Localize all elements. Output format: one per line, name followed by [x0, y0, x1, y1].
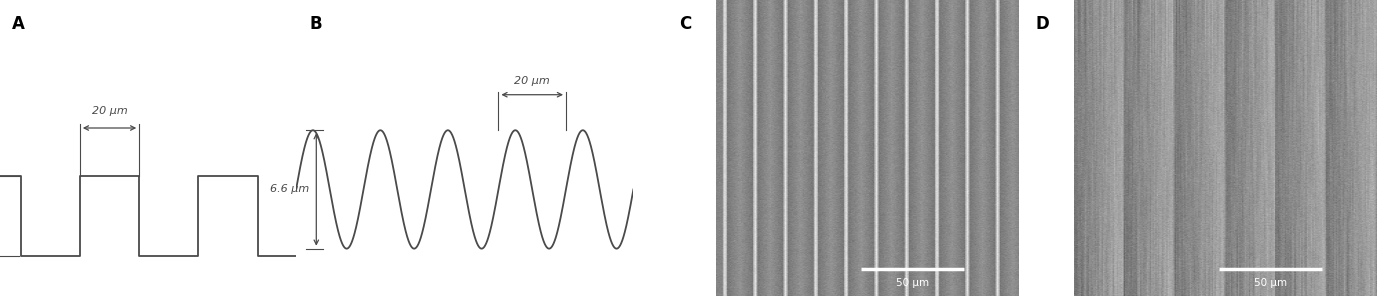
Text: B: B	[310, 15, 322, 33]
Text: A: A	[12, 15, 25, 33]
Text: 20 μm: 20 μm	[92, 106, 128, 116]
Text: 20 μm: 20 μm	[515, 76, 549, 86]
Text: 50 μm: 50 μm	[896, 278, 929, 288]
Text: C: C	[679, 15, 691, 33]
Text: 6.6 μm: 6.6 μm	[270, 184, 310, 194]
Text: 50 μm: 50 μm	[1254, 278, 1287, 288]
Text: D: D	[1036, 15, 1049, 33]
